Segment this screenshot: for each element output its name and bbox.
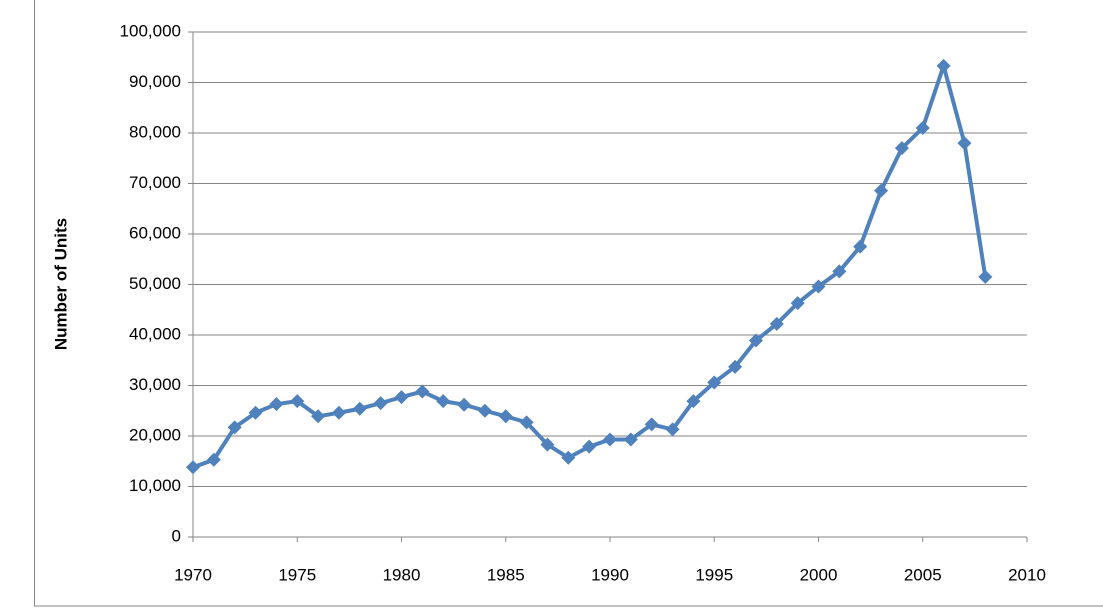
marker: [498, 409, 513, 424]
marker: [915, 120, 930, 135]
x-tick-label: 1970: [174, 565, 212, 584]
marker: [206, 452, 221, 467]
marker: [436, 394, 451, 409]
marker: [540, 437, 555, 452]
marker: [686, 394, 701, 409]
y-tick-label: 60,000: [129, 223, 181, 242]
marker: [853, 239, 868, 254]
y-tick-label: 100,000: [120, 21, 181, 40]
marker: [874, 183, 889, 198]
y-tick-label: 80,000: [129, 122, 181, 141]
marker: [269, 397, 284, 412]
y-tick-label: 50,000: [129, 274, 181, 293]
chart-border: [34, 0, 1103, 607]
y-tick-label: 0: [172, 526, 181, 545]
y-axis-title: Number of Units: [51, 218, 70, 350]
x-tick-label: 1995: [695, 565, 733, 584]
marker: [603, 432, 617, 447]
y-tick-label: 40,000: [129, 324, 181, 343]
x-tick-label: 2000: [800, 565, 838, 584]
marker: [623, 432, 638, 447]
marker: [352, 401, 367, 416]
marker: [227, 420, 242, 435]
marker: [936, 58, 951, 73]
x-tick-label: 2010: [1008, 565, 1046, 584]
y-tick-label: 10,000: [129, 476, 181, 495]
marker: [373, 396, 388, 411]
marker: [811, 279, 826, 294]
y-tick-label: 20,000: [129, 425, 181, 444]
marker: [457, 397, 472, 412]
marker: [394, 390, 409, 405]
x-tick-label: 1985: [487, 565, 525, 584]
marker: [582, 439, 597, 454]
marker: [748, 333, 763, 348]
marker: [957, 136, 972, 151]
line: [192, 63, 988, 470]
marker: [477, 403, 492, 418]
marker: [415, 384, 430, 399]
marker: [290, 394, 305, 409]
marker: [769, 316, 784, 331]
marker: [832, 264, 847, 279]
x-tick-label: 1990: [591, 565, 629, 584]
marker: [665, 422, 680, 437]
marker: [790, 296, 805, 311]
x-tick-label: 2005: [904, 565, 942, 584]
x-tick-label: 1975: [278, 565, 316, 584]
marker: [519, 415, 534, 430]
marker: [707, 375, 722, 390]
marker: [311, 409, 326, 424]
marker: [894, 141, 909, 156]
marker: [561, 450, 576, 465]
y-tick-label: 70,000: [129, 173, 181, 192]
marker: [978, 269, 993, 284]
marker: [644, 417, 659, 432]
marker: [248, 405, 263, 420]
y-tick-label: 90,000: [129, 72, 181, 91]
marker: [331, 405, 346, 420]
marker: [728, 359, 743, 374]
marker: [186, 460, 200, 475]
y-tick-label: 30,000: [129, 375, 181, 394]
x-tick-label: 1980: [383, 565, 421, 584]
